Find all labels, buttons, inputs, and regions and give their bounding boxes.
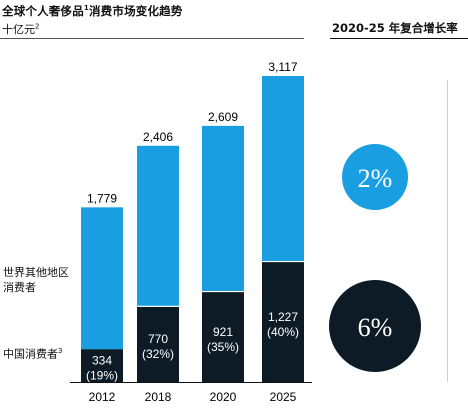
china-value-label-2018: 770 [148,332,168,346]
legend-rest-of-world: 世界其他地区消费者 [3,266,69,294]
total-label-2020: 2,609 [208,110,238,124]
legend-china: 中国消费者3 [3,347,63,361]
total-label-2018: 2,406 [143,130,173,144]
bar-rest-of-world-2020 [202,125,244,292]
cagr-rest-badge [342,144,408,210]
title-rule [0,38,304,39]
china-value-label-2025: 1,227 [268,310,298,324]
cagr-rule [330,38,468,39]
bar-china-2012 [81,349,123,382]
year-label-2020: 2020 [210,390,237,404]
cagr-china-badge [329,280,421,372]
total-label-2012: 1,779 [87,191,117,205]
bar-china-2020 [202,291,244,382]
bar-china-2025 [262,261,304,382]
year-label-2018: 2018 [145,390,172,404]
bar-rest-of-world-2012 [81,207,123,350]
china-share-label-2012: (19%) [86,369,118,383]
cagr-rest-value: 2% [358,164,393,193]
bar-china-2018 [137,306,179,382]
china-share-label-2018: (32%) [142,347,174,361]
china-share-label-2020: (35%) [207,340,239,354]
total-label-2025: 3,117 [268,60,297,74]
unit-label: 十亿元2 [2,22,40,36]
year-label-2025: 2025 [270,390,297,404]
china-share-label-2025: (40%) [267,325,299,339]
chart-title: 全球个人奢侈品1消费市场变化趋势 [2,4,183,18]
separator-line [447,80,448,382]
china-value-label-2020: 921 [213,325,233,339]
cagr-title: 2020-25 年复合增长率 [332,21,458,35]
china-value-label-2012: 334 [92,354,112,368]
bar-rest-of-world-2025 [262,76,304,262]
bar-rest-of-world-2018 [137,145,179,307]
year-label-2012: 2012 [89,390,116,404]
cagr-china-value: 6% [358,313,393,342]
